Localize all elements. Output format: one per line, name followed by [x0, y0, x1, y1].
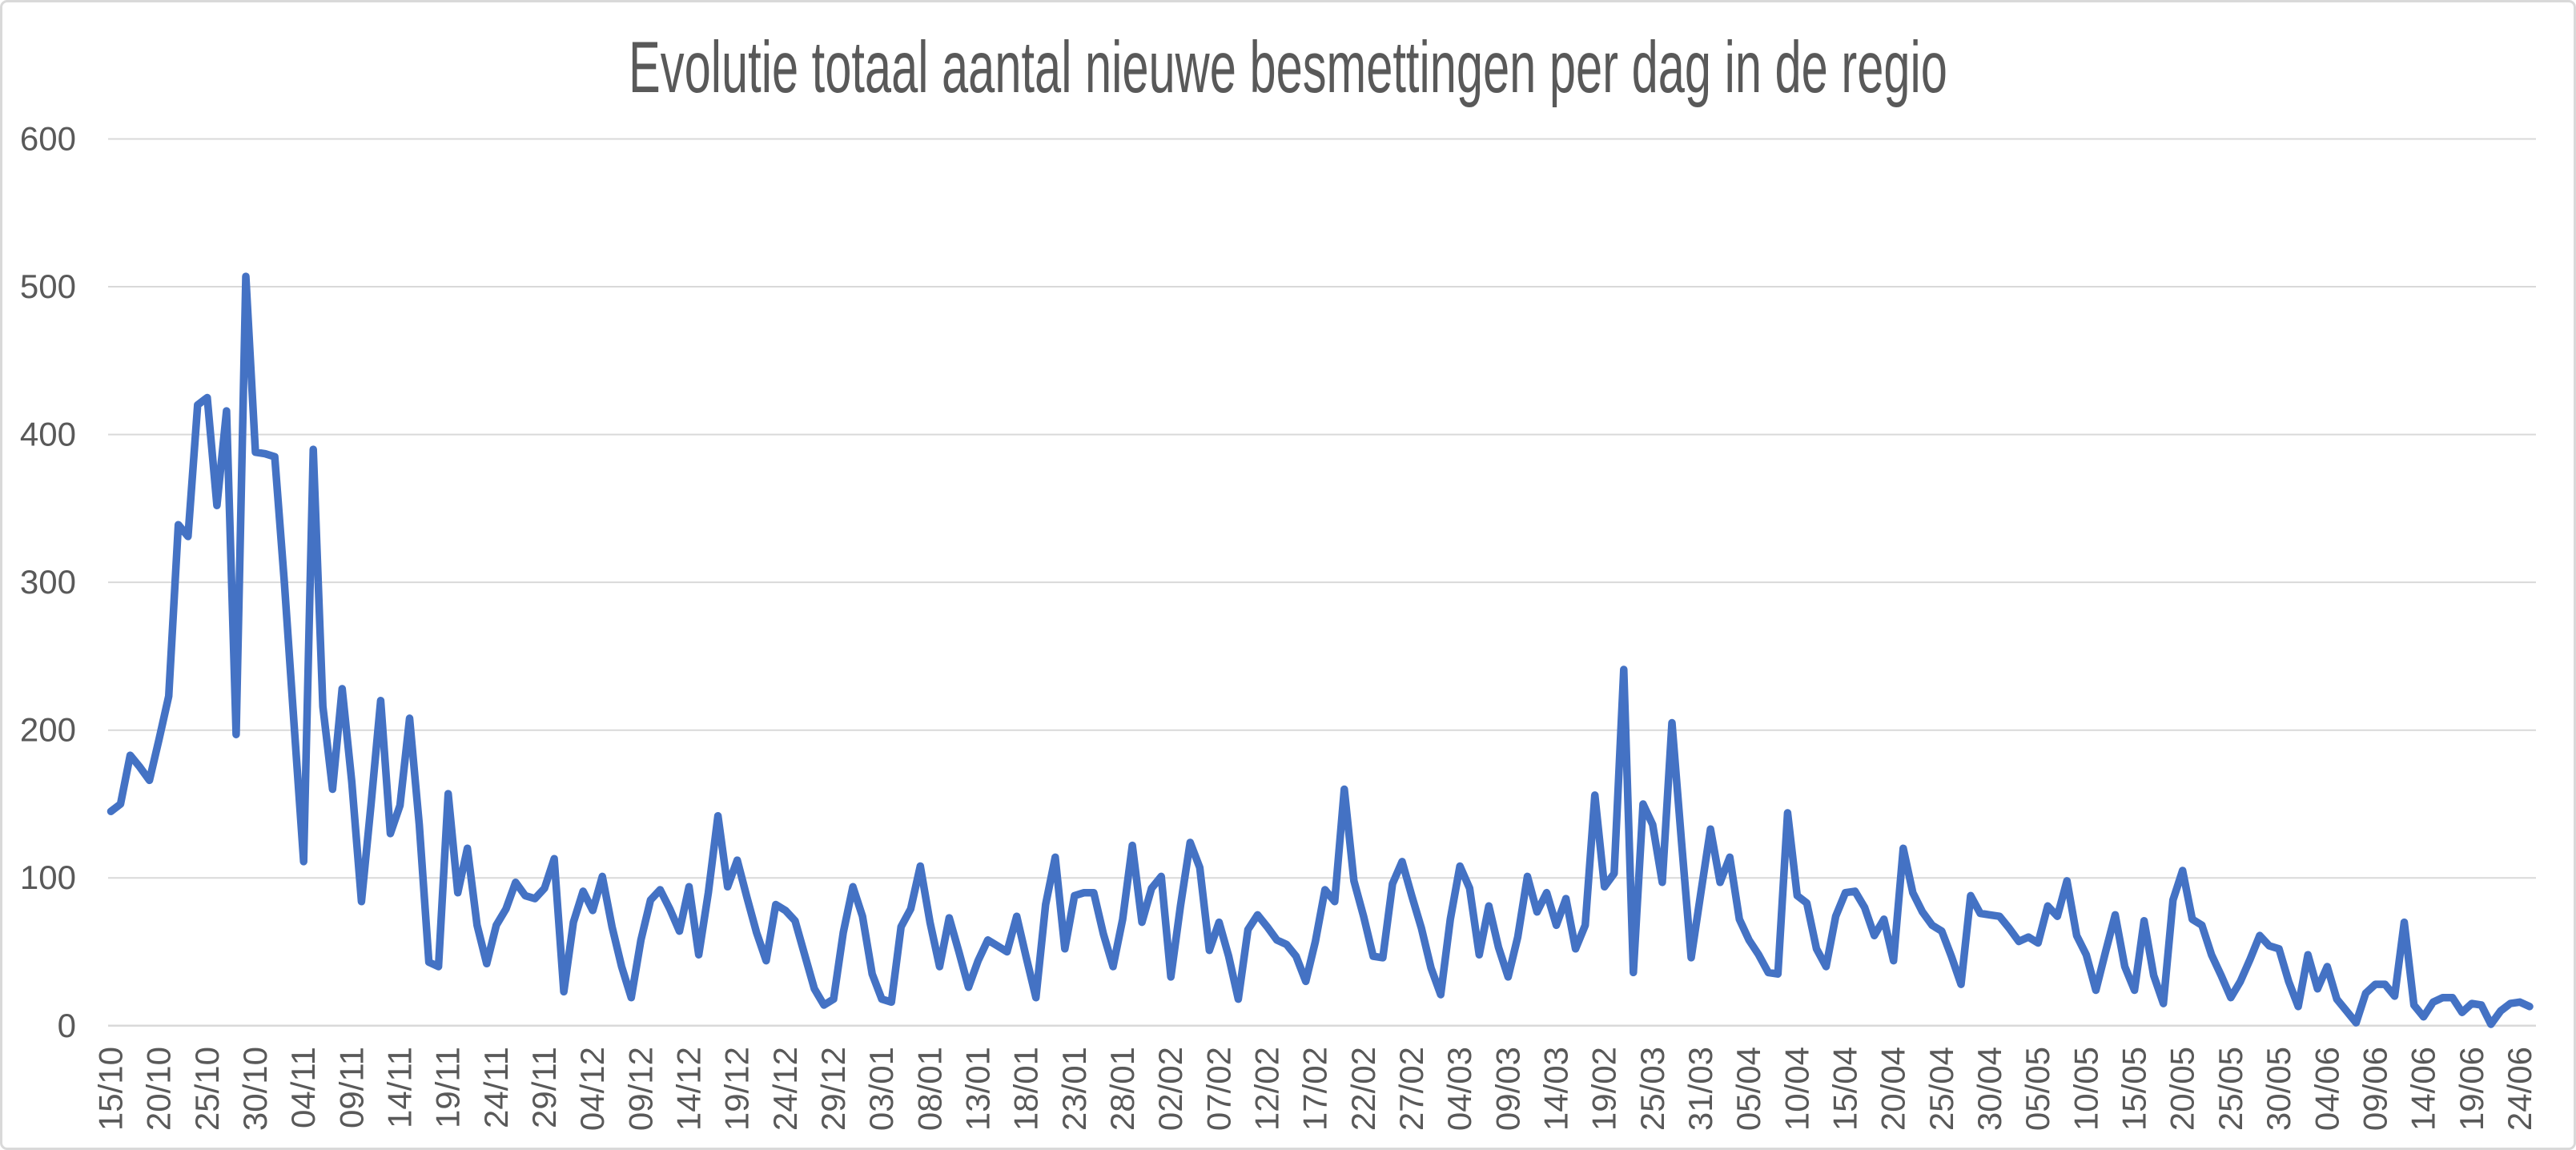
- svg-text:14/11: 14/11: [381, 1047, 419, 1128]
- svg-text:500: 500: [20, 267, 76, 305]
- svg-text:15/10: 15/10: [92, 1047, 130, 1131]
- svg-text:30/04: 30/04: [1971, 1047, 2008, 1131]
- svg-text:31/03: 31/03: [1682, 1047, 1719, 1131]
- svg-text:30/10: 30/10: [236, 1047, 274, 1131]
- svg-text:19/12: 19/12: [718, 1047, 756, 1131]
- svg-text:22/02: 22/02: [1344, 1047, 1382, 1131]
- svg-text:30/05: 30/05: [2260, 1047, 2297, 1131]
- svg-text:25/03: 25/03: [1634, 1047, 1671, 1131]
- svg-text:09/12: 09/12: [621, 1047, 659, 1131]
- svg-text:29/11: 29/11: [525, 1047, 563, 1128]
- svg-text:05/05: 05/05: [2019, 1047, 2056, 1131]
- svg-text:20/04: 20/04: [1875, 1047, 1912, 1131]
- svg-text:14/03: 14/03: [1537, 1047, 1575, 1131]
- svg-text:04/11: 04/11: [284, 1047, 322, 1128]
- svg-text:18/01: 18/01: [1007, 1047, 1045, 1131]
- svg-text:02/02: 02/02: [1151, 1047, 1189, 1131]
- svg-text:14/12: 14/12: [670, 1047, 708, 1131]
- svg-text:09/06: 09/06: [2356, 1047, 2393, 1131]
- svg-text:600: 600: [20, 120, 76, 158]
- svg-text:29/12: 29/12: [814, 1047, 852, 1131]
- svg-text:10/04: 10/04: [1778, 1047, 1815, 1131]
- svg-text:05/04: 05/04: [1730, 1047, 1767, 1131]
- svg-text:14/06: 14/06: [2405, 1047, 2442, 1131]
- svg-text:15/04: 15/04: [1827, 1047, 1864, 1131]
- svg-text:24/06: 24/06: [2501, 1047, 2538, 1131]
- svg-text:24/12: 24/12: [766, 1047, 804, 1131]
- svg-text:400: 400: [20, 416, 76, 453]
- svg-text:300: 300: [20, 563, 76, 601]
- svg-text:20/10: 20/10: [140, 1047, 178, 1131]
- svg-text:100: 100: [20, 858, 76, 896]
- svg-text:27/02: 27/02: [1392, 1047, 1430, 1131]
- svg-text:25/05: 25/05: [2212, 1047, 2249, 1131]
- svg-text:24/11: 24/11: [477, 1047, 515, 1128]
- svg-text:19/02: 19/02: [1585, 1047, 1623, 1131]
- svg-text:13/01: 13/01: [959, 1047, 997, 1131]
- svg-text:15/05: 15/05: [2116, 1047, 2153, 1131]
- svg-text:03/01: 03/01: [862, 1047, 900, 1131]
- svg-text:04/12: 04/12: [573, 1047, 611, 1131]
- svg-text:07/02: 07/02: [1200, 1047, 1237, 1131]
- svg-text:09/11: 09/11: [332, 1047, 370, 1128]
- svg-text:200: 200: [20, 711, 76, 749]
- svg-text:17/02: 17/02: [1296, 1047, 1334, 1131]
- svg-text:12/02: 12/02: [1248, 1047, 1286, 1131]
- svg-text:25/10: 25/10: [188, 1047, 226, 1131]
- svg-text:10/05: 10/05: [2067, 1047, 2104, 1131]
- svg-text:28/01: 28/01: [1103, 1047, 1141, 1131]
- svg-text:04/06: 04/06: [2308, 1047, 2345, 1131]
- svg-text:09/03: 09/03: [1489, 1047, 1526, 1131]
- svg-text:19/06: 19/06: [2453, 1047, 2490, 1131]
- svg-text:20/05: 20/05: [2164, 1047, 2201, 1131]
- svg-text:25/04: 25/04: [1923, 1047, 1960, 1131]
- svg-text:23/01: 23/01: [1055, 1047, 1093, 1131]
- svg-text:0: 0: [58, 1007, 76, 1044]
- svg-text:08/01: 08/01: [910, 1047, 948, 1131]
- svg-text:19/11: 19/11: [429, 1047, 467, 1128]
- svg-text:04/03: 04/03: [1441, 1047, 1478, 1131]
